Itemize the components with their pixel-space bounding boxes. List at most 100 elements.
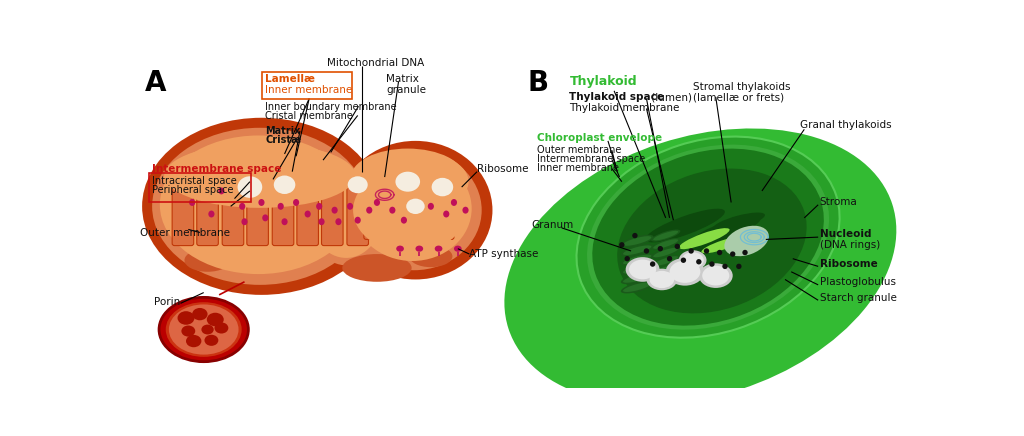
Ellipse shape [278, 203, 284, 210]
Ellipse shape [354, 217, 360, 224]
Text: Porin: Porin [154, 297, 180, 307]
Ellipse shape [651, 238, 680, 250]
Ellipse shape [428, 203, 434, 210]
Ellipse shape [698, 263, 733, 288]
FancyBboxPatch shape [364, 182, 382, 239]
Text: Inner membrane: Inner membrane [265, 85, 352, 95]
Text: Ribosome: Ribosome [819, 259, 878, 269]
FancyBboxPatch shape [222, 182, 244, 245]
Ellipse shape [702, 266, 729, 286]
Ellipse shape [742, 250, 748, 255]
Ellipse shape [621, 272, 653, 284]
Text: Ribosome: Ribosome [477, 164, 528, 174]
Ellipse shape [651, 246, 680, 259]
Ellipse shape [724, 226, 769, 256]
Ellipse shape [703, 248, 710, 254]
Ellipse shape [332, 207, 338, 214]
Ellipse shape [713, 213, 765, 231]
Ellipse shape [617, 169, 807, 313]
Ellipse shape [667, 256, 672, 261]
Ellipse shape [623, 255, 651, 264]
Ellipse shape [650, 261, 655, 267]
Ellipse shape [657, 246, 663, 252]
Ellipse shape [410, 245, 453, 267]
Text: Peripheral space: Peripheral space [153, 185, 233, 195]
Ellipse shape [367, 207, 373, 214]
Ellipse shape [653, 248, 678, 257]
Ellipse shape [710, 261, 715, 267]
Ellipse shape [193, 308, 208, 320]
Text: Granal thylakoids: Granal thylakoids [801, 120, 892, 130]
Ellipse shape [416, 245, 423, 252]
Ellipse shape [623, 236, 651, 246]
FancyBboxPatch shape [387, 182, 406, 239]
Text: Nucleoid: Nucleoid [819, 229, 871, 239]
Ellipse shape [621, 244, 653, 256]
Ellipse shape [142, 118, 381, 295]
Ellipse shape [717, 250, 722, 255]
Ellipse shape [675, 244, 680, 249]
Ellipse shape [318, 218, 325, 225]
Text: Inner membrane: Inner membrane [538, 163, 620, 173]
Ellipse shape [694, 216, 761, 242]
Ellipse shape [153, 128, 368, 285]
Ellipse shape [592, 149, 824, 326]
Text: Mitochondrial DNA: Mitochondrial DNA [327, 58, 424, 68]
Ellipse shape [451, 199, 457, 206]
Ellipse shape [207, 313, 223, 326]
Text: Starch granule: Starch granule [819, 293, 897, 303]
Text: Cristal membrane: Cristal membrane [265, 111, 353, 121]
Ellipse shape [653, 239, 678, 249]
Text: B: B [527, 69, 548, 97]
Ellipse shape [454, 245, 462, 252]
Ellipse shape [166, 302, 242, 357]
Ellipse shape [310, 175, 382, 258]
Text: Thylakoid: Thylakoid [569, 75, 637, 89]
Ellipse shape [679, 250, 707, 270]
Ellipse shape [646, 269, 677, 290]
Ellipse shape [651, 263, 680, 276]
Ellipse shape [262, 215, 268, 221]
Ellipse shape [346, 150, 481, 270]
Ellipse shape [577, 136, 840, 338]
Ellipse shape [240, 203, 246, 210]
Ellipse shape [632, 233, 638, 238]
Ellipse shape [435, 245, 442, 252]
Text: Thylakoid membrane: Thylakoid membrane [569, 103, 680, 113]
Ellipse shape [623, 273, 651, 283]
Ellipse shape [653, 265, 678, 274]
Ellipse shape [505, 129, 896, 404]
Ellipse shape [304, 211, 310, 218]
Ellipse shape [666, 258, 705, 286]
Ellipse shape [687, 230, 744, 256]
Text: Matrix: Matrix [265, 126, 301, 136]
Ellipse shape [214, 323, 228, 334]
Ellipse shape [670, 261, 700, 283]
Ellipse shape [730, 252, 735, 257]
Ellipse shape [273, 176, 295, 194]
Ellipse shape [682, 252, 703, 268]
Ellipse shape [184, 249, 230, 272]
Ellipse shape [258, 199, 264, 206]
Ellipse shape [339, 141, 493, 279]
Ellipse shape [177, 311, 195, 325]
Ellipse shape [389, 207, 395, 214]
Ellipse shape [342, 254, 412, 282]
Ellipse shape [316, 203, 323, 210]
FancyBboxPatch shape [322, 182, 343, 245]
Ellipse shape [238, 176, 262, 198]
Text: Stromal thylakoids: Stromal thylakoids [692, 82, 791, 92]
Ellipse shape [432, 178, 454, 196]
Ellipse shape [407, 199, 425, 214]
Ellipse shape [186, 335, 202, 347]
Text: Granum: Granum [531, 220, 573, 230]
Ellipse shape [353, 168, 467, 252]
Ellipse shape [160, 136, 357, 274]
Ellipse shape [202, 324, 214, 334]
Ellipse shape [242, 218, 248, 225]
Ellipse shape [293, 199, 299, 206]
Ellipse shape [722, 264, 728, 269]
Ellipse shape [645, 209, 725, 242]
Ellipse shape [205, 335, 218, 346]
Ellipse shape [651, 255, 680, 267]
